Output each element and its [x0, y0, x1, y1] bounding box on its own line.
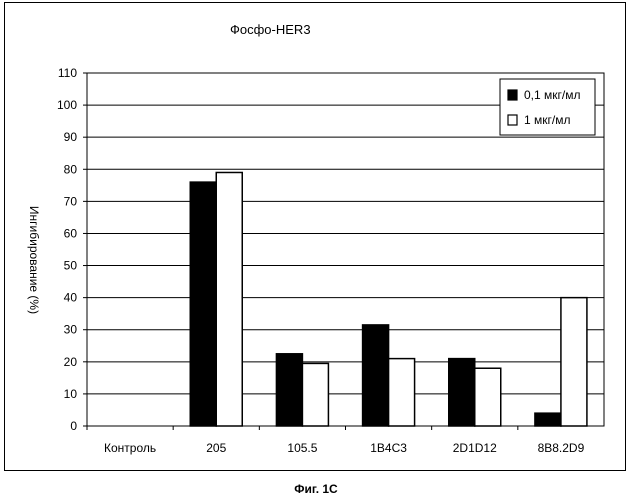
x-category-label: 1B4C3 [370, 441, 407, 455]
bar [302, 363, 328, 426]
y-tick-label: 110 [58, 66, 77, 80]
y-tick-label: 0 [70, 419, 77, 433]
y-tick-label: 20 [64, 355, 78, 369]
y-tick-label: 80 [64, 162, 78, 176]
bar [561, 298, 587, 426]
legend-swatch [508, 90, 517, 100]
y-tick-label: 10 [64, 387, 78, 401]
x-axis-categories: Контроль 205 105.5 1B4C3 2D1D12 8B8.2D9 [87, 426, 585, 455]
bar [389, 359, 415, 426]
bar [475, 368, 501, 426]
x-category-label: 2D1D12 [453, 441, 497, 455]
y-tick-label: 50 [64, 259, 78, 273]
y-tick-label: 90 [64, 130, 78, 144]
legend: 0,1 мкг/мл 1 мкг/мл [500, 79, 595, 135]
x-category-label: Контроль [104, 441, 156, 455]
bar [190, 182, 216, 426]
legend-label: 1 мкг/мл [524, 113, 570, 127]
y-tick-label: 100 [57, 98, 77, 112]
legend-label: 0,1 мкг/мл [524, 88, 580, 102]
y-axis-ticks: 0 10 20 30 40 50 60 70 80 90 100 110 [57, 66, 87, 433]
x-category-label: 205 [206, 441, 226, 455]
bar [535, 413, 561, 426]
y-tick-label: 70 [64, 194, 78, 208]
bar [449, 359, 475, 426]
x-category-label: 8B8.2D9 [538, 441, 585, 455]
y-tick-label: 60 [64, 226, 78, 240]
figure-caption: Фиг. 1С [0, 482, 632, 496]
y-tick-label: 40 [64, 291, 78, 305]
bar [363, 325, 389, 426]
y-tick-label: 30 [64, 323, 78, 337]
bars [190, 172, 587, 426]
bar [216, 172, 242, 426]
legend-swatch [508, 115, 517, 125]
x-category-label: 105.5 [287, 441, 317, 455]
bar [276, 354, 302, 426]
